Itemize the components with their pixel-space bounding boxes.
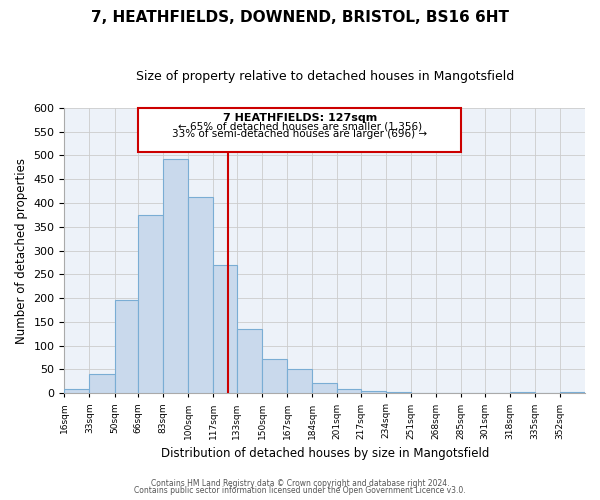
- Text: 7 HEATHFIELDS: 127sqm: 7 HEATHFIELDS: 127sqm: [223, 112, 377, 122]
- Bar: [337, 388, 361, 394]
- Y-axis label: Number of detached properties: Number of detached properties: [15, 158, 28, 344]
- Text: ← 65% of detached houses are smaller (1,356): ← 65% of detached houses are smaller (1,…: [178, 121, 422, 131]
- Text: Contains HM Land Registry data © Crown copyright and database right 2024.: Contains HM Land Registry data © Crown c…: [151, 478, 449, 488]
- Bar: [510, 392, 535, 394]
- Bar: [163, 159, 188, 394]
- Bar: [287, 370, 312, 394]
- Bar: [89, 374, 115, 394]
- Bar: [361, 391, 386, 394]
- Bar: [237, 329, 262, 394]
- Text: 7, HEATHFIELDS, DOWNEND, BRISTOL, BS16 6HT: 7, HEATHFIELDS, DOWNEND, BRISTOL, BS16 6…: [91, 10, 509, 25]
- Bar: [262, 358, 287, 394]
- Text: 33% of semi-detached houses are larger (696) →: 33% of semi-detached houses are larger (…: [172, 129, 427, 139]
- Bar: [560, 392, 585, 394]
- Bar: [64, 390, 89, 394]
- Bar: [138, 215, 163, 394]
- Bar: [115, 300, 138, 394]
- Bar: [188, 197, 214, 394]
- Bar: [214, 265, 237, 394]
- Bar: [386, 392, 411, 394]
- Title: Size of property relative to detached houses in Mangotsfield: Size of property relative to detached ho…: [136, 70, 514, 83]
- Bar: [138, 108, 461, 152]
- X-axis label: Distribution of detached houses by size in Mangotsfield: Distribution of detached houses by size …: [161, 447, 489, 460]
- Text: Contains public sector information licensed under the Open Government Licence v3: Contains public sector information licen…: [134, 486, 466, 495]
- Bar: [312, 383, 337, 394]
